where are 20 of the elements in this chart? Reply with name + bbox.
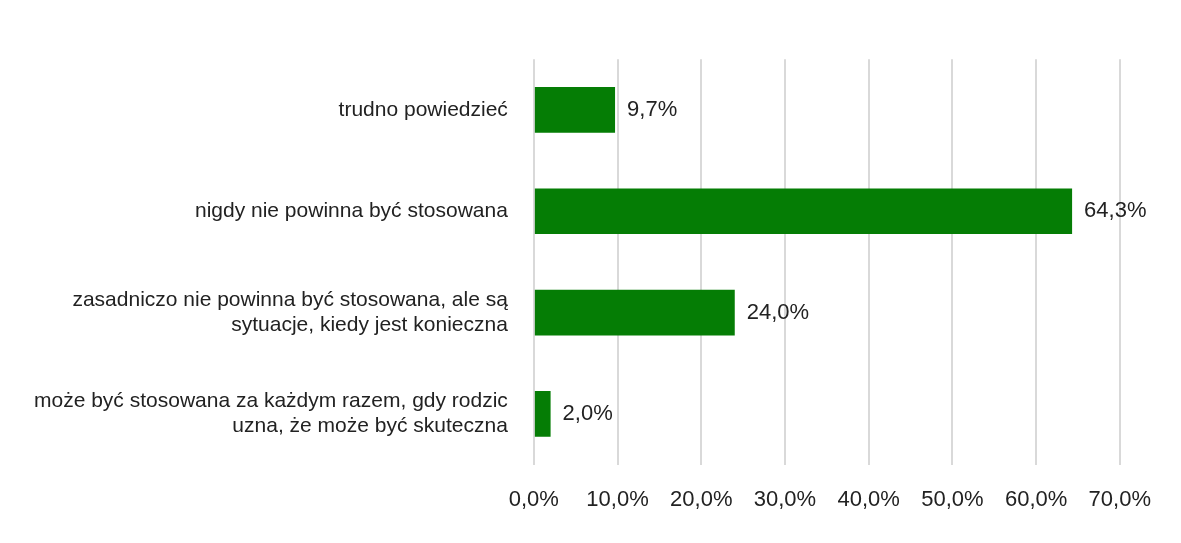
data-label: 24,0% [746, 298, 810, 324]
y-tick-label: może być stosowana za każdym razem, gdy rodzic uzna, że może być skuteczna [33, 388, 509, 437]
bar [534, 391, 551, 437]
x-tick-label: 50,0% [921, 485, 984, 511]
x-tick-label: 0,0% [508, 485, 559, 511]
x-tick-label: 30,0% [753, 485, 817, 511]
y-tick-label: trudno powiedzieć [338, 96, 508, 120]
data-label: 9,7% [627, 95, 678, 121]
x-tick-label: 60,0% [1004, 485, 1068, 511]
bar [534, 289, 735, 336]
bar [534, 188, 1073, 235]
y-tick-label: nigdy nie powinna być stosowana [194, 198, 509, 222]
x-tick-label: 40,0% [837, 485, 900, 511]
y-tick-label: zasadniczo nie powinna być stosowana, ale są sytuacje, kiedy jest konieczna [72, 286, 509, 335]
data-label: 64,3% [1084, 197, 1147, 223]
bar [534, 87, 616, 133]
x-tick-label: 70,0% [1088, 485, 1152, 511]
x-tick-label: 10,0% [586, 485, 649, 511]
x-tick-label: 20,0% [670, 485, 733, 511]
data-label: 2,0% [562, 399, 613, 425]
